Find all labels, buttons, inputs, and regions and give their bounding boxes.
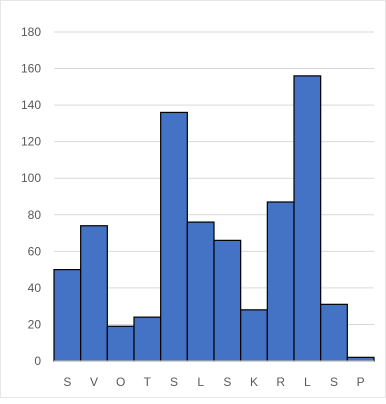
x-tick-label: P <box>357 375 365 389</box>
x-tick-label: T <box>144 375 152 389</box>
bar <box>213 239 242 362</box>
y-tick-label: 60 <box>28 244 42 258</box>
y-tick-label: 120 <box>21 135 41 149</box>
bar <box>320 303 348 362</box>
x-tick-label: O <box>116 375 125 389</box>
bar <box>240 309 268 362</box>
x-tick-label: V <box>90 375 98 389</box>
bars <box>53 75 375 362</box>
y-tick-label: 0 <box>34 354 41 368</box>
x-tick-label: S <box>63 375 71 389</box>
x-tick-label: S <box>170 375 178 389</box>
x-tick-label: S <box>223 375 231 389</box>
y-tick-label: 140 <box>21 98 41 112</box>
y-axis-tick-labels: 0 20 40 60 80 100 120 140 160 180 <box>21 25 41 368</box>
y-tick-label: 20 <box>28 317 42 331</box>
y-tick-label: 160 <box>21 62 41 76</box>
bar <box>266 201 295 362</box>
y-tick-label: 180 <box>21 25 41 39</box>
x-tick-label: K <box>250 375 258 389</box>
bar <box>106 325 135 362</box>
x-tick-label: L <box>304 375 311 389</box>
bar <box>293 75 322 362</box>
x-tick-label: S <box>330 375 338 389</box>
bar <box>186 221 215 362</box>
y-tick-label: 100 <box>21 171 41 185</box>
x-tick-label: L <box>197 375 204 389</box>
bar <box>53 269 82 362</box>
y-tick-label: 80 <box>28 208 42 222</box>
bar <box>133 316 162 362</box>
bar <box>80 225 108 362</box>
bar <box>346 356 375 362</box>
x-tick-label: R <box>276 375 285 389</box>
y-tick-label: 40 <box>28 281 42 295</box>
bar <box>160 111 188 362</box>
